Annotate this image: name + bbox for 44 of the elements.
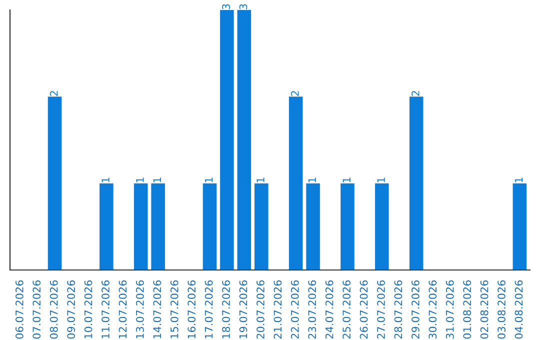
x-tick-label: 26.07.2026	[360, 280, 368, 339]
x-tick-label: 15.07.2026	[170, 280, 178, 338]
x-tick-label: 22.07.2026	[290, 280, 299, 339]
x-tick-label: 12.07.2026	[118, 280, 127, 338]
x-tick-label: 09.07.2026	[67, 280, 76, 339]
x-tick-label: 03.08.2026	[498, 280, 506, 339]
x-tick-label: 17.07.2026	[204, 280, 213, 338]
x-tick-label: 23.07.2026	[308, 280, 316, 339]
x-tick-label: 29.07.2026	[412, 280, 420, 339]
data-label: 1	[377, 178, 385, 182]
x-tick-label: 02.08.2026	[480, 280, 488, 339]
x-tick-label: 04.08.2026	[514, 280, 523, 339]
x-tick-label: 06.07.2026	[15, 280, 24, 339]
data-label: 2	[50, 91, 58, 96]
data-label: 2	[290, 91, 299, 96]
data-label: 1	[342, 178, 350, 182]
x-tick-label: 30.07.2026	[428, 280, 437, 339]
data-label: 1	[136, 178, 144, 182]
x-tick-label: 27.07.2026	[377, 280, 385, 339]
x-tick-label: 28.07.2026	[394, 280, 402, 339]
data-label: 3	[222, 4, 230, 10]
x-tick-label: 19.07.2026	[239, 280, 248, 338]
data-label: 1	[205, 178, 213, 182]
x-tick-label: 18.07.2026	[222, 280, 230, 338]
data-label: 2	[412, 91, 420, 96]
x-tick-label: 07.07.2026	[32, 280, 41, 339]
data-label: 1	[256, 178, 264, 182]
x-tick-label: 21.07.2026	[274, 280, 282, 339]
x-tick-label: 20.07.2026	[256, 280, 264, 339]
x-tick-label: 31.07.2026	[446, 280, 454, 339]
data-label: 1	[102, 178, 110, 182]
x-tick-label: 01.08.2026	[463, 280, 472, 339]
x-tick-label: 13.07.2026	[136, 280, 144, 338]
x-tick-label: 08.07.2026	[50, 280, 58, 339]
x-tick-label: 10.07.2026	[84, 280, 92, 338]
data-label: 1	[514, 178, 523, 182]
x-tick-label: 24.07.2026	[325, 280, 334, 339]
data-label: 3	[239, 4, 248, 10]
x-tick-label: 14.07.2026	[153, 280, 162, 338]
x-tick-label: 25.07.2026	[342, 280, 351, 339]
data-label: 1	[308, 178, 316, 182]
x-tick-label: 16.07.2026	[188, 280, 196, 338]
x-tick-label: 11.07.2026	[102, 280, 110, 338]
data-label: 1	[153, 178, 161, 182]
